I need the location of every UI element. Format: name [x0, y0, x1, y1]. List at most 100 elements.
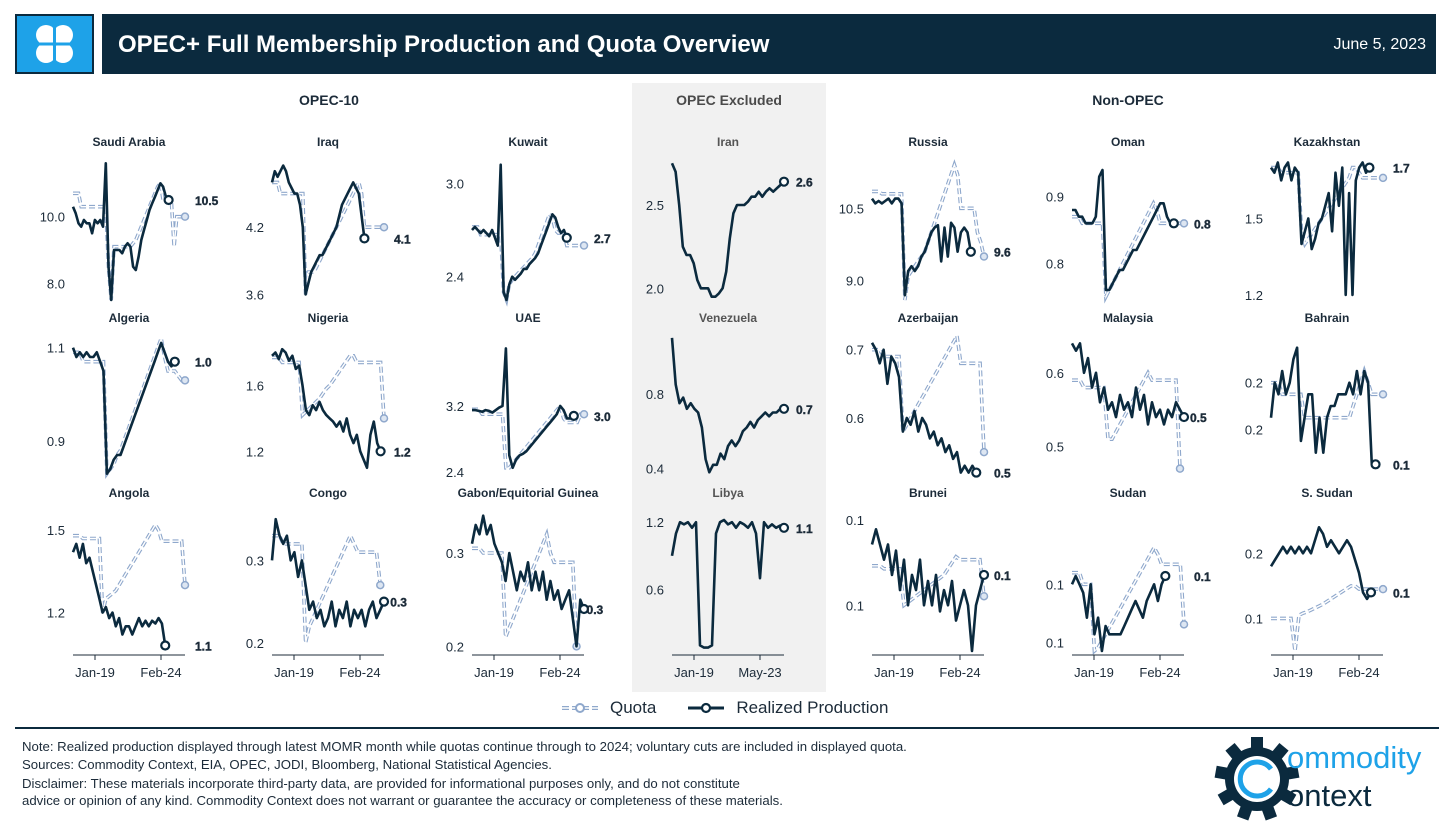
y-tick-label-kazakhstan: 1.2: [1245, 288, 1263, 303]
quota-line-inner-gabon-equitorial-guinea: [472, 531, 578, 647]
end-value-label-gabon-equitorial-guinea: 0.3: [587, 603, 604, 617]
legend-item-quota: Quota: [560, 698, 656, 718]
y-tick-label-congo: 0.3: [246, 553, 264, 568]
y-tick-label-bahrain: 0.2: [1245, 376, 1263, 391]
y-tick-label-venezuela: 0.4: [646, 462, 664, 477]
x-tick-label-sudan: Feb-24: [1139, 665, 1180, 680]
production-end-marker-angola: [160, 640, 171, 651]
quota-end-marker-sudan: [1179, 620, 1189, 629]
end-value-label-iraq: 4.1: [394, 232, 411, 246]
note-text: Note: Realized production displayed thro…: [22, 739, 907, 754]
commodity-context-logo: ommodity ontext: [1212, 734, 1436, 824]
quota-line-inner-algeria: [73, 335, 185, 476]
end-value-label-oman: 0.8: [1194, 217, 1211, 231]
production-end-marker-saudi-arabia: [163, 194, 174, 206]
production-line-sudan: [1070, 574, 1167, 653]
production-end-marker-iraq: [359, 233, 370, 244]
quota-end-marker-algeria: [180, 376, 190, 385]
production-line-azerbaijan: [870, 342, 978, 474]
end-value-label-uae: 3.0: [594, 410, 611, 424]
chart-title-iran: Iran: [717, 135, 739, 149]
end-value-label-congo: 0.3: [390, 596, 407, 610]
x-tick-label-s-sudan: Jan-19: [1273, 665, 1313, 680]
y-tick-label-algeria: 1.1: [47, 341, 65, 356]
x-tick-label-libya: Jan-19: [674, 665, 714, 680]
production-line-brunei: [870, 527, 986, 653]
quota-line-icon: [562, 703, 598, 713]
chart-title-bahrain: Bahrain: [1305, 311, 1350, 325]
chart-title-libya: Libya: [712, 486, 744, 500]
y-tick-label-iraq: 3.6: [246, 287, 264, 302]
group-title-excluded: OPEC Excluded: [676, 92, 782, 108]
y-tick-label-angola: 1.5: [47, 523, 65, 538]
end-value-label-angola: 1.1: [195, 640, 212, 654]
header-bar: OPEC+ Full Membership Production and Quo…: [102, 14, 1436, 74]
quota-end-marker-kazakhstan: [1378, 173, 1388, 183]
y-tick-label-venezuela: 0.8: [646, 387, 664, 402]
chart-title-s-sudan: S. Sudan: [1301, 486, 1352, 500]
quota-line-inner-congo: [272, 533, 381, 643]
end-value-label-nigeria: 1.2: [394, 445, 411, 459]
y-tick-label-malaysia: 0.5: [1046, 440, 1064, 455]
y-tick-label-saudi-arabia: 10.0: [40, 210, 65, 225]
y-tick-label-sudan: 0.1: [1046, 577, 1064, 592]
production-end-marker-s-sudan: [1365, 587, 1377, 598]
x-tick-label-s-sudan: Feb-24: [1338, 665, 1379, 680]
production-line-venezuela: [670, 337, 784, 474]
production-line-nigeria: [271, 347, 382, 470]
chart-title-kazakhstan: Kazakhstan: [1294, 135, 1361, 149]
y-tick-label-kuwait: 3.0: [446, 176, 464, 191]
y-tick-label-russia: 10.5: [839, 201, 864, 216]
x-tick-label-sudan: Jan-19: [1074, 665, 1114, 680]
small-multiples-chart: Saudi Arabia 10.0 8.0 10.5 Iraq 4.2 3.6 4.1 Kuwa…: [40, 135, 1411, 680]
y-tick-label-uae: 2.4: [446, 465, 464, 480]
legend-item-production: Realized Production: [686, 698, 888, 718]
disclaimer-line-1: Disclaimer: These materials incorporate …: [22, 776, 740, 791]
production-line-uae: [472, 347, 575, 470]
quota-line-inner-malaysia: [1072, 371, 1181, 469]
x-tick-label-libya: May-23: [738, 665, 781, 680]
end-value-label-brunei: 0.1: [994, 569, 1011, 583]
quota-line-inner-angola: [73, 523, 186, 613]
chart-title-azerbaijan: Azerbaijan: [898, 311, 959, 325]
production-line-malaysia: [1070, 342, 1186, 426]
y-tick-label-oman: 0.9: [1046, 190, 1064, 205]
x-tick-label-congo: Jan-19: [274, 665, 314, 680]
sources-text: Sources: Commodity Context, EIA, OPEC, J…: [22, 757, 552, 772]
y-tick-label-libya: 0.6: [646, 582, 664, 597]
quota-end-marker-kuwait: [579, 241, 589, 250]
chart-title-sudan: Sudan: [1110, 486, 1147, 500]
production-line-gabon-equitorial-guinea: [470, 514, 586, 648]
y-tick-label-iraq: 4.2: [246, 220, 264, 235]
y-tick-label-congo: 0.2: [246, 636, 264, 651]
group-title-opec10: OPEC-10: [299, 92, 359, 108]
chart-title-saudi-arabia: Saudi Arabia: [93, 135, 166, 149]
y-tick-label-gabon-equitorial-guinea: 0.2: [446, 639, 464, 654]
end-value-label-saudi-arabia: 10.5: [195, 194, 219, 208]
quota-line-inner-nigeria: [272, 355, 385, 419]
end-value-label-iran: 2.6: [796, 176, 813, 190]
chart-title-russia: Russia: [908, 135, 948, 149]
end-value-label-venezuela: 0.7: [796, 403, 813, 417]
brand-word-bottom: ontext: [1287, 778, 1372, 813]
production-line-congo: [270, 517, 386, 628]
x-tick-label-congo: Feb-24: [339, 665, 380, 680]
y-tick-label-uae: 3.2: [446, 399, 464, 414]
end-value-label-azerbaijan: 0.5: [994, 467, 1011, 481]
y-tick-label-sudan: 0.1: [1046, 636, 1064, 651]
chart-title-brunei: Brunei: [909, 486, 947, 500]
gear-icon: [1214, 737, 1300, 821]
chart-title-kuwait: Kuwait: [508, 135, 547, 149]
excluded-panel: [632, 83, 826, 692]
disclaimer-line-2: advice or opinion of any kind. Commodity…: [22, 793, 783, 808]
end-value-label-russia: 9.6: [994, 246, 1011, 260]
x-tick-label-angola: Jan-19: [75, 665, 115, 680]
x-tick-label-angola: Feb-24: [140, 665, 181, 680]
quota-end-marker-russia: [979, 252, 989, 261]
chart-title-malaysia: Malaysia: [1103, 311, 1153, 325]
production-end-marker-russia: [965, 246, 976, 257]
end-value-label-bahrain: 0.1: [1393, 458, 1410, 472]
production-end-marker-brunei: [978, 569, 990, 581]
production-end-marker-venezuela: [778, 403, 790, 414]
production-end-marker-azerbaijan: [971, 467, 982, 478]
